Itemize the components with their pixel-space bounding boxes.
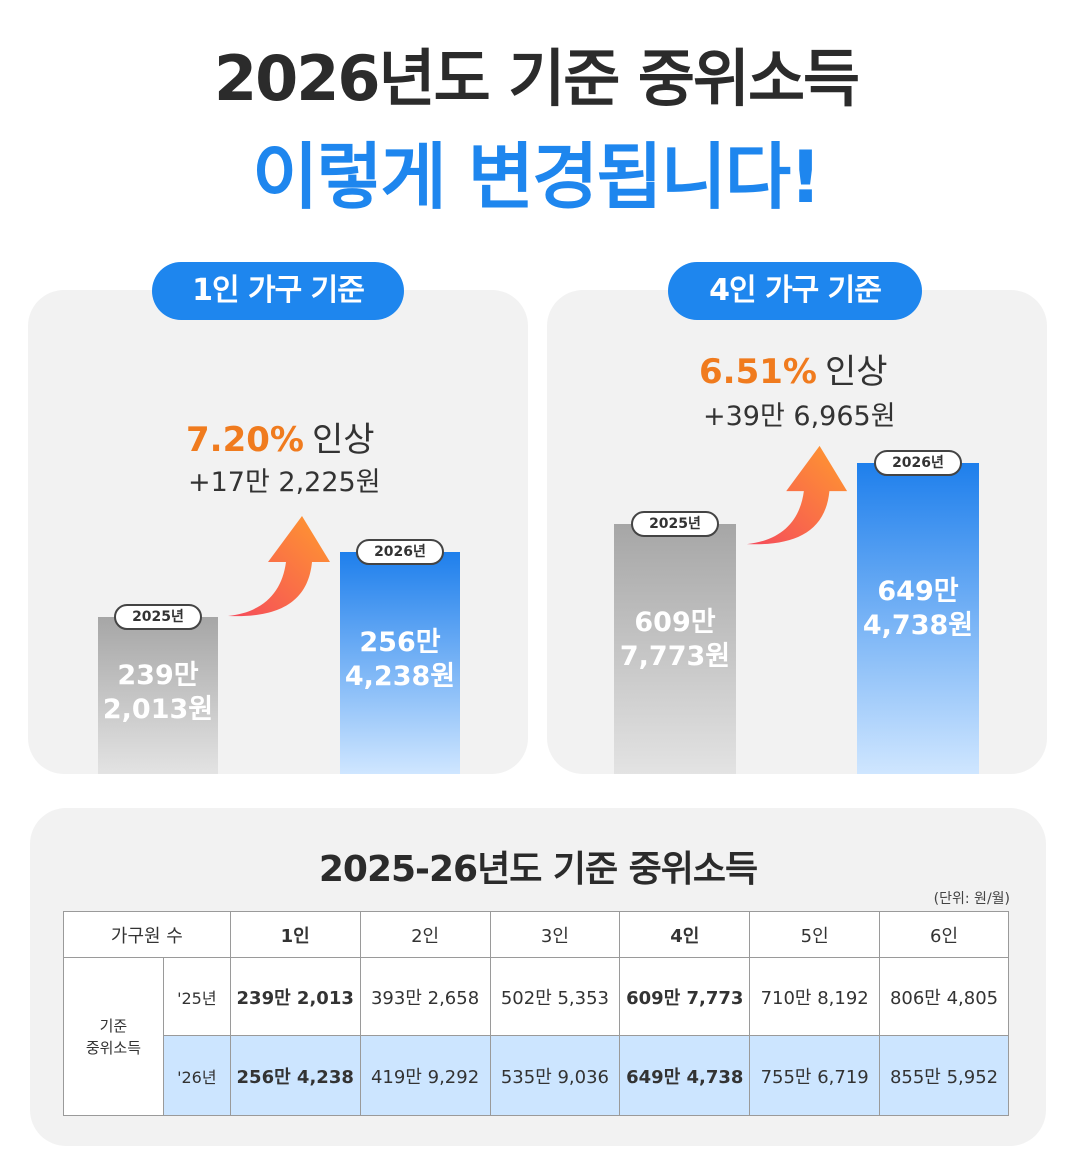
one-person-rate-word: 인상	[311, 420, 375, 460]
one-person-rate: 7.20% 인상	[186, 412, 375, 461]
bar-2025-one-person: 239만 2,013원	[98, 617, 218, 774]
header-cell: 3인	[489, 911, 621, 958]
one-person-card: 7.20% 인상 +17만 2,225원 239만 2,013원 2025년 25…	[28, 290, 528, 774]
bar-value-label: 256만 4,238원	[340, 626, 460, 694]
year-tag-2025: 2025년	[631, 510, 719, 537]
row-year: '25년	[162, 957, 231, 1036]
row-group-label-line: 중위소득	[85, 1038, 142, 1057]
year-tag-2026: 2026년	[356, 538, 444, 565]
page-subtitle: 이렇게 변경됩니다!	[252, 135, 822, 219]
table-cell: 419만 9,292	[359, 1035, 491, 1116]
bar-value-label: 609만 7,773원	[614, 606, 736, 674]
bar-2026-four-person: 649만 4,738원	[857, 462, 979, 774]
table-cell: 256만 4,238	[229, 1035, 361, 1116]
four-person-increase-amount: +39만 6,965원	[703, 401, 896, 432]
header-cell: 2인	[359, 911, 491, 958]
header-cell: 4인	[619, 911, 751, 958]
bar-value-line: 2,013원	[102, 694, 214, 726]
income-table-card: 2025-26년도 기준 중위소득 (단위: 원/월) 가구원 수 1인 2인 …	[30, 808, 1046, 1146]
table-cell: 535만 9,036	[489, 1035, 621, 1116]
table-cell: 502만 5,353	[489, 957, 621, 1036]
table-cell: 239만 2,013	[229, 957, 361, 1036]
curved-up-arrow-icon	[746, 445, 848, 545]
four-person-card: 6.51% 인상 +39만 6,965원 609만 7,773원 2025년 64…	[547, 290, 1047, 774]
table-header-row: 가구원 수 1인 2인 3인 4인 5인 6인	[63, 911, 1009, 958]
table-cell: 806만 4,805	[879, 957, 1009, 1036]
table-cell: 609만 7,773	[619, 957, 751, 1036]
one-person-heading: 1인 가구 기준	[152, 262, 404, 320]
bar-value-line: 649만	[877, 575, 959, 607]
curved-up-arrow-icon	[228, 516, 330, 617]
table-cell: 393만 2,658	[359, 957, 491, 1036]
row-year: '26년	[162, 1035, 231, 1116]
page-title: 2026년도 기준 중위소득	[213, 42, 860, 115]
bar-value-line: 4,238원	[344, 660, 456, 692]
bar-2026-one-person: 256만 4,238원	[340, 551, 460, 774]
table-row: '26년 256만 4,238 419만 9,292 535만 9,036 64…	[64, 1035, 1009, 1116]
four-person-rate-value: 6.51%	[699, 352, 817, 392]
one-person-increase-amount: +17만 2,225원	[188, 467, 381, 498]
header-cell: 5인	[749, 911, 881, 958]
table-title: 2025-26년도 기준 중위소득	[318, 849, 758, 890]
four-person-rate: 6.51% 인상	[699, 344, 888, 393]
bar-value-line: 609만	[634, 606, 716, 638]
bar-2025-four-person: 609만 7,773원	[614, 523, 736, 774]
table-row: 기준 중위소득 '25년 239만 2,013 393만 2,658 502만 …	[63, 957, 1009, 1116]
row-group-label-line: 기준	[99, 1016, 128, 1035]
table-cell: 755만 6,719	[749, 1035, 881, 1116]
header-household-label: 가구원 수	[63, 911, 231, 958]
row-group-label: 기준 중위소득	[63, 957, 164, 1116]
year-tag-2026: 2026년	[874, 449, 962, 476]
year-tag-2025: 2025년	[114, 604, 202, 631]
header-cell: 6인	[879, 911, 1009, 958]
table-cell: 710만 8,192	[749, 957, 881, 1036]
four-person-heading: 4인 가구 기준	[668, 262, 922, 320]
header-cell: 1인	[229, 911, 361, 958]
table-cell: 649만 4,738	[619, 1035, 751, 1116]
bar-value-line: 4,738원	[862, 609, 974, 641]
unit-note: (단위: 원/월)	[933, 891, 1010, 907]
bar-value-label: 649만 4,738원	[857, 575, 979, 643]
bar-value-line: 256만	[359, 626, 441, 658]
bar-value-line: 7,773원	[619, 640, 731, 672]
table-cell: 855만 5,952	[879, 1035, 1009, 1116]
bar-value-line: 239만	[117, 660, 199, 692]
one-person-rate-value: 7.20%	[186, 420, 304, 460]
four-person-rate-word: 인상	[824, 352, 888, 392]
bar-value-label: 239만 2,013원	[98, 659, 218, 727]
median-income-table: 가구원 수 1인 2인 3인 4인 5인 6인 기준 중위소득 '25년 239…	[63, 911, 1009, 1116]
